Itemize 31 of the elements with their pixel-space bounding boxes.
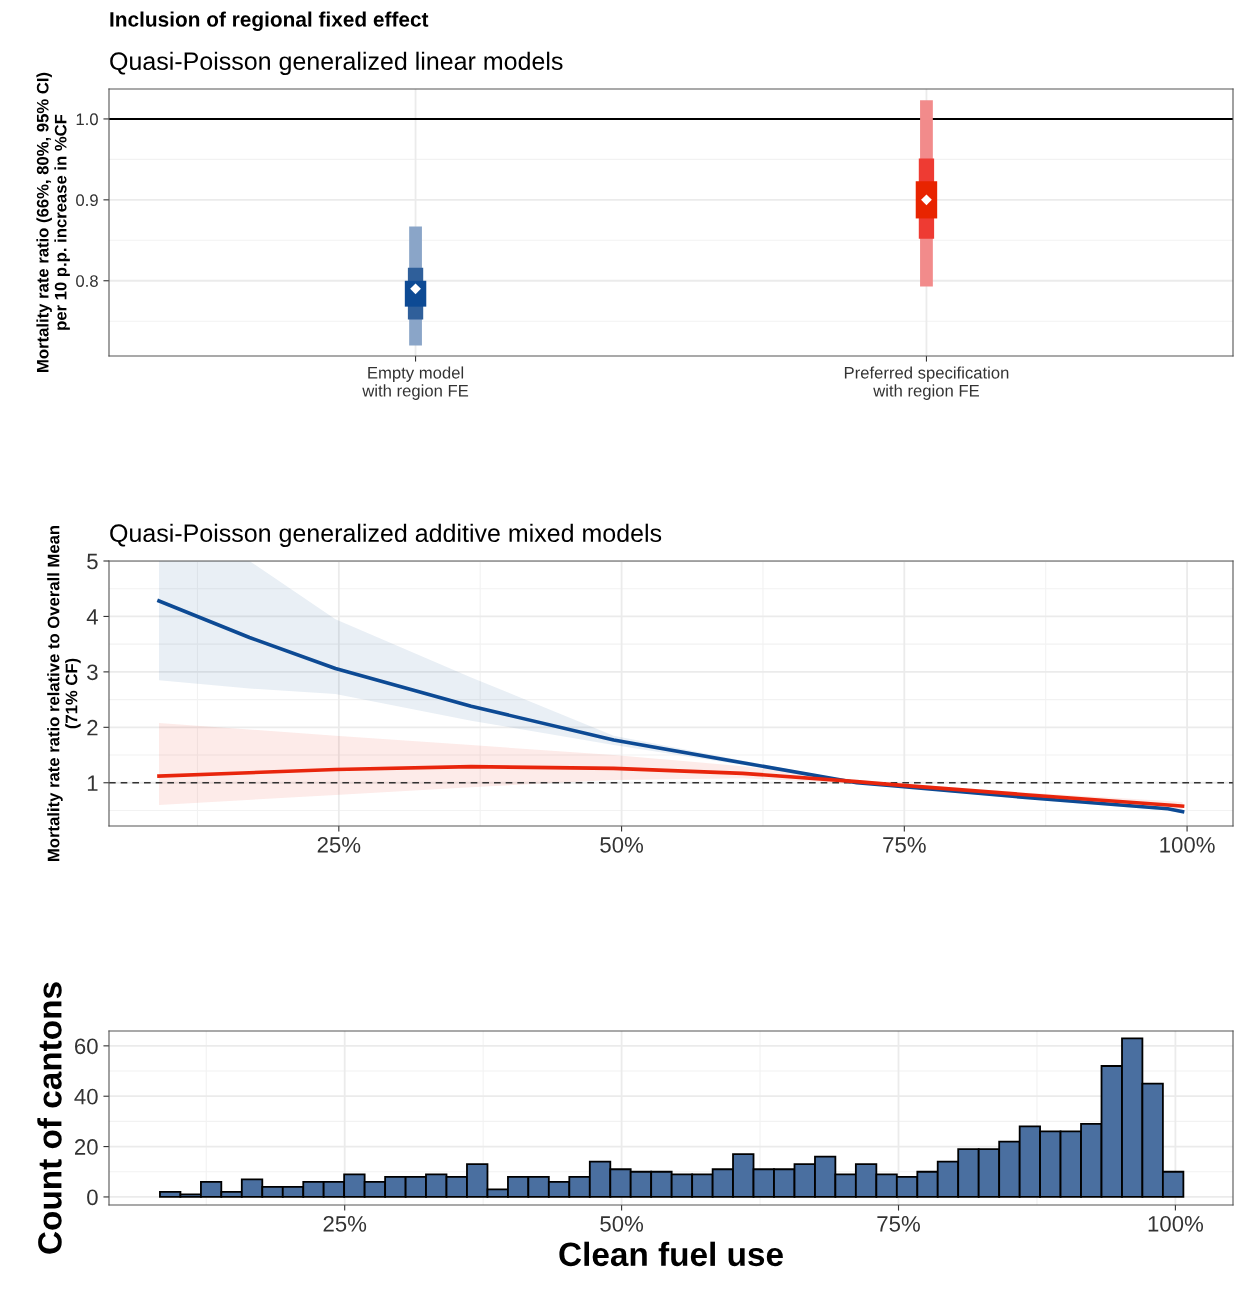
y-axis-title: Mortality rate ratio (66%, 80%, 95% CI) per 10 p.p. increase in %CF <box>36 72 70 372</box>
x-tick-label: 75% <box>877 1216 920 1232</box>
y-axis-title: Count of cantons <box>37 982 62 1254</box>
y-tick-label: 5 <box>87 553 98 570</box>
y-tick-label: 4 <box>86 609 98 625</box>
x-tick-label: 25% <box>323 1216 367 1232</box>
y-tick-label: 3 <box>87 664 98 681</box>
y-tick-label: 0.8 <box>76 275 98 287</box>
x-tick-label: 75% <box>883 837 926 853</box>
x-tick-label: 100% <box>1148 1216 1204 1232</box>
y-tick-label: 1 <box>87 775 98 791</box>
chart-subtitle: Quasi-Poisson generalized linear models <box>110 51 563 75</box>
bar <box>915 181 938 219</box>
line-series <box>157 764 1185 808</box>
chart-subtitle: Quasi-Poisson generalized additive mixed models <box>110 523 662 547</box>
y-tick-label: 0 <box>87 1189 98 1206</box>
x-tick-label: Empty model with region FE <box>362 366 469 400</box>
y-tick-label: 2 <box>87 719 98 736</box>
x-tick-label: 50% <box>600 837 644 853</box>
x-tick-label: Preferred specification with region FE <box>844 366 1009 400</box>
y-axis-title: Mortality rate ratio relative to Overall Mean (71% CF) <box>47 525 81 861</box>
x-axis-title: Clean fuel use <box>559 1241 783 1267</box>
chart-title: Inclusion of regional fixed effect <box>110 11 429 31</box>
y-tick-label: 40 <box>74 1088 98 1105</box>
y-tick-label: 1.0 <box>76 113 98 126</box>
x-tick-label: 50% <box>600 1216 644 1232</box>
x-tick-label: 100% <box>1160 837 1215 853</box>
y-tick-label: 60 <box>75 1038 98 1055</box>
y-tick-label: 0.9 <box>76 194 98 207</box>
x-tick-label: 25% <box>317 837 361 853</box>
y-tick-label: 20 <box>74 1139 98 1155</box>
